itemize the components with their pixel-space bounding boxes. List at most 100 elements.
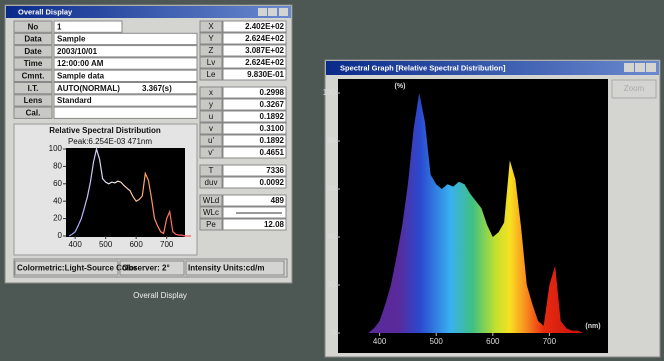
status-cell: [119, 260, 185, 276]
x-tick-label: 400: [373, 337, 387, 346]
measure-value: 0.3267: [260, 100, 285, 109]
value-cell: [222, 86, 287, 99]
y-tick-label: 80: [53, 162, 62, 171]
status-text: Colormetric:Light-Source Color: [17, 264, 137, 273]
field-label: I.T.: [28, 84, 39, 93]
label-cell: [199, 110, 223, 123]
value-cell: [222, 134, 287, 147]
field-label: Data: [24, 35, 42, 44]
status-bar: [13, 258, 288, 278]
value-cell[interactable]: [53, 20, 123, 33]
measure-label: Z: [209, 46, 214, 55]
mini-chart-title: Relative Spectral Distribution: [49, 126, 161, 135]
measure-label: x: [209, 88, 213, 97]
value-cell[interactable]: [53, 94, 198, 107]
value-cell: [222, 44, 287, 57]
window-buttons[interactable]: [624, 63, 656, 72]
value-cell: [222, 176, 287, 189]
window-title: Overall Display: [18, 7, 73, 16]
measure-value: 0.1892: [260, 112, 285, 121]
measure-label: u': [208, 136, 214, 145]
spectrum-line: [68, 146, 192, 237]
field-label: Lens: [24, 96, 43, 105]
y-tick-label: 20: [53, 214, 62, 223]
field-extra: 3.367(s): [142, 84, 172, 93]
value-cell: [222, 146, 287, 159]
label-cell: [199, 32, 223, 45]
value-cell: [222, 122, 287, 135]
value-cell[interactable]: [53, 57, 198, 70]
label-cell: [13, 106, 53, 119]
measure-value: 489: [271, 196, 285, 205]
measure-label: Pe: [206, 220, 216, 229]
measure-label: duv: [205, 178, 218, 187]
x-tick-label: 700: [160, 240, 174, 249]
value-cell: [222, 164, 287, 177]
y-tick-label: 100: [49, 144, 63, 153]
field-value: Standard: [57, 96, 92, 105]
label-cell: [199, 86, 223, 99]
status-text: Intensity Units:cd/m: [188, 264, 264, 273]
field-label: No: [28, 22, 39, 31]
status-cell: [185, 260, 285, 276]
value-cell[interactable]: [53, 32, 198, 46]
field-value: Sample data: [57, 71, 105, 80]
value-cell: [222, 32, 287, 45]
measure-value: 3.087E+02: [245, 46, 284, 55]
x-tick-label: 500: [430, 337, 444, 346]
title-bar: [326, 61, 659, 75]
x-tick-label: 600: [486, 337, 500, 346]
value-cell[interactable]: [53, 82, 198, 95]
label-cell: [13, 45, 53, 58]
value-cell[interactable]: [53, 45, 198, 58]
y-tick-label: 100: [323, 88, 337, 97]
peak-label: Peak:6.254E-03 471nm: [68, 137, 152, 146]
measure-value: 0.4651: [260, 148, 285, 157]
measure-label: v': [208, 148, 214, 157]
value-cell[interactable]: [53, 69, 198, 82]
x-axis-label: (nm): [585, 323, 600, 330]
caption: Overall Display: [133, 291, 187, 300]
zoom-button[interactable]: [611, 79, 657, 99]
y-tick-label: 80: [327, 136, 336, 145]
label-cell: [199, 98, 223, 111]
y-tick-label: 40: [53, 196, 62, 205]
value-cell[interactable]: [53, 106, 198, 119]
mini-plot: [66, 148, 185, 237]
window-title: Spectral Graph [Relative Spectral Distri…: [340, 63, 506, 72]
x-tick-label: 700: [543, 337, 557, 346]
field-label: Cmnt.: [22, 71, 45, 80]
measure-value: 2.624E+02: [245, 34, 284, 43]
field-label: Cal.: [26, 108, 41, 117]
measure-value: 9.830E-01: [247, 70, 284, 79]
value-cell: [222, 110, 287, 123]
label-cell: [13, 69, 53, 82]
label-cell: [199, 68, 223, 81]
value-cell: [222, 194, 287, 207]
value-cell: [222, 98, 287, 111]
measure-label: y: [209, 100, 213, 109]
status-text: Observer: 2°: [122, 264, 170, 273]
window-buttons[interactable]: [258, 8, 288, 16]
measure-label: Lv: [207, 58, 215, 67]
label-cell: [199, 164, 223, 177]
measure-label: WLc: [203, 208, 219, 217]
measure-label: u: [209, 112, 213, 121]
field-value: AUTO(NORMAL): [57, 84, 120, 93]
y-tick-label: 0: [58, 231, 63, 240]
field-label: Date: [24, 47, 42, 56]
field-label: Time: [24, 59, 43, 68]
measure-label: Le: [207, 70, 216, 79]
y-tick-label: 40: [327, 232, 336, 241]
measure-value: 0.2998: [260, 88, 285, 97]
zoom-label[interactable]: Zoom: [624, 84, 645, 93]
label-cell: [13, 20, 53, 33]
label-cell: [199, 20, 223, 33]
measure-value: 0.0092: [260, 178, 285, 187]
value-cell: [222, 218, 287, 231]
label-cell: [199, 176, 223, 189]
measure-value: 2.402E+02: [245, 22, 284, 31]
measure-label: T: [209, 166, 214, 175]
label-cell: [199, 206, 223, 219]
measure-label: WLd: [203, 196, 219, 205]
